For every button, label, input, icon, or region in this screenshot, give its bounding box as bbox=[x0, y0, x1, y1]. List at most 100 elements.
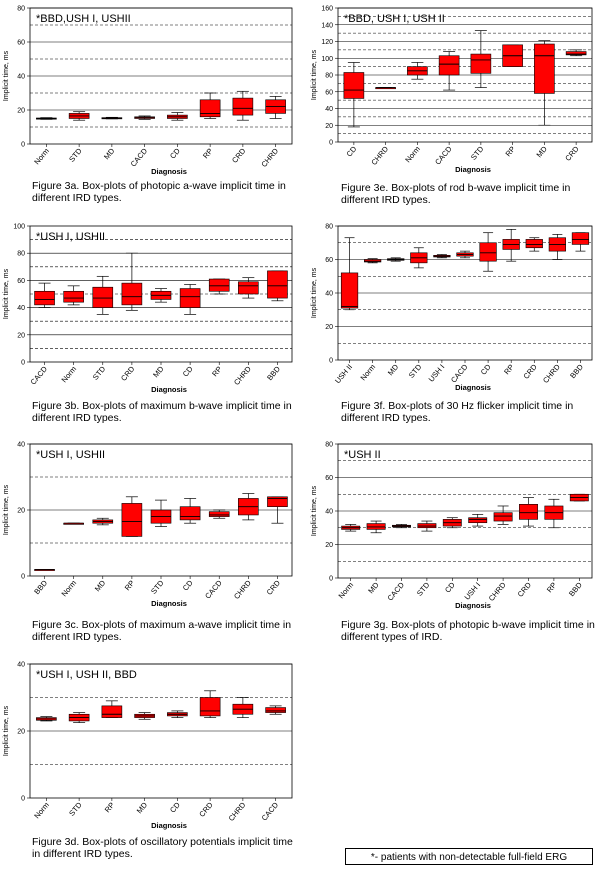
y-tick-label: 80 bbox=[325, 73, 333, 80]
x-tick-label: CD bbox=[168, 146, 182, 161]
box-plot-chart-3d: 0 20 40 Implicit time, ms *USH I, USH II, BB… bbox=[3, 662, 293, 830]
x-tick-label: Norm bbox=[60, 365, 79, 385]
figure-caption-3c: Figure 3c. Box-plots of maximum a-wave i… bbox=[32, 619, 292, 643]
box-cacd bbox=[438, 55, 460, 76]
y-axis-label: Implicit time, ms bbox=[311, 267, 318, 318]
y-tick-label: 0 bbox=[21, 142, 25, 149]
x-tick-label: CD bbox=[168, 800, 182, 815]
x-axis-label: Diagnosis bbox=[151, 599, 187, 608]
box-plot-chart-3a: 0 20 40 60 80 Implicit time, ms *BBD,USH I, US… bbox=[3, 6, 293, 176]
y-tick-label: 120 bbox=[321, 39, 333, 46]
x-tick-label: MD bbox=[102, 146, 117, 161]
x-axis-label: Diagnosis bbox=[151, 821, 187, 830]
x-tick-label: MD bbox=[386, 362, 401, 377]
x-tick-label: CD bbox=[181, 364, 195, 379]
x-tick-label: BBD bbox=[265, 364, 282, 382]
y-axis-label: Implicit time, ms bbox=[3, 50, 10, 101]
x-tick-label: RP bbox=[545, 581, 559, 595]
box-chrd bbox=[493, 512, 513, 522]
figure-caption-3g: Figure 3g. Box-plots of photopic b-wave … bbox=[341, 619, 595, 643]
box-plot-chart-3b: 0 20 40 60 80 100 Implicit time, ms *USH I, USH… bbox=[3, 224, 293, 394]
panel-annotation: *BBD, USH I, USH II bbox=[344, 13, 445, 25]
box-ush-i bbox=[468, 517, 488, 524]
x-tick-label: STD bbox=[469, 144, 486, 162]
figure-caption-3d: Figure 3d. Box-plots of oscillatory pote… bbox=[32, 836, 293, 860]
x-tick-label: RP bbox=[502, 363, 516, 377]
y-tick-label: 20 bbox=[17, 108, 25, 115]
chart-panel-3d: 0 20 40 Implicit time, ms *USH I, USH II, BB… bbox=[0, 656, 300, 873]
x-tick-label: MD bbox=[366, 580, 381, 595]
x-tick-label: STD bbox=[67, 800, 84, 818]
chart-panel-3g: 0 20 40 60 80 Implicit time, ms *USH II Norm MD C… bbox=[305, 436, 600, 651]
panel-annotation: *USH I, USH II, BBD bbox=[36, 669, 137, 681]
y-tick-label: 20 bbox=[325, 324, 333, 331]
x-tick-label: CHRD bbox=[487, 580, 508, 603]
x-tick-label: Norm bbox=[32, 147, 51, 167]
box-crd bbox=[267, 496, 288, 507]
panel-annotation: *BBD,USH I, USHII bbox=[36, 13, 131, 25]
x-tick-label: BBD bbox=[32, 578, 49, 596]
box-plot-chart-3e: 0 20 40 60 80 100 120 140 160 Implicit time, ms *B… bbox=[311, 6, 593, 174]
y-tick-label: 0 bbox=[329, 358, 333, 365]
y-tick-label: 40 bbox=[17, 74, 25, 81]
y-tick-label: 80 bbox=[17, 251, 25, 258]
figure-caption-3b: Figure 3b. Box-plots of maximum b-wave i… bbox=[32, 400, 292, 424]
x-tick-label: USH I bbox=[427, 363, 447, 384]
y-tick-label: 160 bbox=[321, 6, 333, 13]
x-tick-label: Norm bbox=[337, 581, 356, 601]
x-tick-label: MD bbox=[151, 364, 166, 379]
y-tick-label: 0 bbox=[329, 576, 333, 583]
x-axis-label: Diagnosis bbox=[455, 165, 491, 174]
x-tick-label: Norm bbox=[32, 801, 51, 821]
y-tick-label: 60 bbox=[325, 89, 333, 96]
x-tick-label: RP bbox=[210, 365, 224, 379]
figure-caption-3f: Figure 3f. Box-plots of 30 Hz flicker im… bbox=[341, 400, 574, 424]
y-tick-label: 80 bbox=[325, 442, 333, 449]
x-tick-label: BBD bbox=[568, 362, 585, 380]
box-crd bbox=[199, 697, 221, 717]
x-tick-label: Norm bbox=[358, 363, 377, 383]
panel-annotation: *USH I, USHII bbox=[36, 449, 105, 461]
y-tick-label: 20 bbox=[325, 542, 333, 549]
box-crd bbox=[121, 282, 143, 306]
box-std bbox=[92, 286, 114, 308]
box-norm bbox=[63, 290, 84, 303]
box-ush-ii bbox=[340, 272, 359, 309]
y-tick-label: 40 bbox=[325, 509, 333, 516]
box-rp bbox=[199, 99, 221, 118]
box-md bbox=[534, 43, 555, 94]
x-tick-label: CACD bbox=[203, 578, 224, 601]
footnote-box: *- patients with non-detectable full-fie… bbox=[345, 848, 593, 865]
x-tick-label: CRD bbox=[197, 800, 215, 819]
box-cd bbox=[479, 242, 497, 262]
y-tick-label: 80 bbox=[325, 224, 333, 231]
box-std bbox=[470, 53, 492, 74]
x-tick-label: CACD bbox=[385, 580, 406, 603]
box-cd bbox=[179, 288, 201, 308]
y-tick-label: 20 bbox=[17, 508, 25, 515]
x-axis-label: Diagnosis bbox=[151, 385, 187, 394]
x-tick-label: STD bbox=[67, 146, 84, 164]
y-axis-label: Implicit time, ms bbox=[3, 484, 10, 535]
y-tick-label: 0 bbox=[21, 574, 25, 581]
y-tick-label: 20 bbox=[325, 123, 333, 130]
x-tick-label: STD bbox=[415, 580, 432, 598]
y-tick-label: 100 bbox=[321, 56, 333, 63]
x-tick-label: CRD bbox=[119, 364, 137, 383]
box-cd bbox=[343, 72, 365, 99]
box-crd bbox=[525, 239, 543, 249]
chart-panel-3b: 0 20 40 60 80 100 Implicit time, ms *USH I, USH… bbox=[0, 218, 300, 433]
box-plot-chart-3c: 0 20 40 Implicit time, ms *USH I, USHII BBD No… bbox=[3, 442, 293, 608]
y-tick-label: 60 bbox=[17, 40, 25, 47]
y-tick-label: 60 bbox=[325, 475, 333, 482]
panel-annotation: *USH I, USHII bbox=[36, 231, 105, 243]
chart-panel-3a: 0 20 40 60 80 Implicit time, ms *BBD,USH I, US… bbox=[0, 0, 300, 215]
y-tick-label: 140 bbox=[321, 22, 333, 29]
y-axis-label: Implicit time, ms bbox=[311, 485, 318, 536]
y-axis-label: Implicit time, ms bbox=[3, 705, 10, 756]
x-axis-label: Diagnosis bbox=[151, 167, 187, 176]
figure-caption-3a: Figure 3a. Box-plots of photopic a-wave … bbox=[32, 180, 286, 204]
box-bbd bbox=[571, 232, 590, 245]
y-axis-label: Implicit time, ms bbox=[3, 268, 10, 319]
x-tick-label: CRD bbox=[230, 146, 248, 165]
